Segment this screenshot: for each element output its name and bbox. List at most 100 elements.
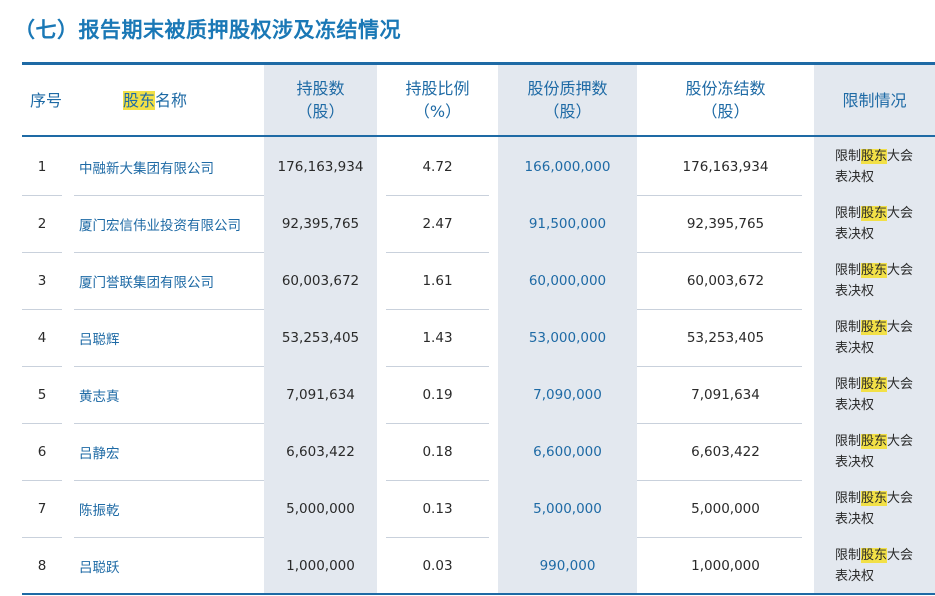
row-seq: 7 (37, 500, 47, 517)
header-ratio: 持股比例 （%） (405, 79, 470, 121)
header-shares: 持股数 （股） (296, 79, 345, 121)
highlighted-text: 股东 (861, 205, 888, 221)
table-bottom-rule (22, 593, 935, 595)
row-seq: 3 (37, 272, 47, 289)
row-divider (22, 195, 62, 196)
row-restrict: 限制股东大会 表决权 (835, 490, 914, 527)
highlighted-text: 股东 (861, 262, 888, 278)
row-divider (386, 195, 489, 196)
row-pledged: 7,090,000 (533, 386, 602, 403)
header-frozen: 股份冻结数 （股） (685, 79, 766, 121)
row-shares: 176,163,934 (277, 158, 364, 175)
row-divider (386, 480, 489, 481)
row-divider (637, 366, 802, 367)
row-ratio: 2.47 (422, 215, 453, 232)
row-restrict: 限制股东大会 表决权 (835, 547, 914, 584)
row-divider (386, 537, 489, 538)
row-seq: 6 (37, 443, 47, 460)
row-frozen: 92,395,765 (686, 215, 765, 232)
row-ratio: 0.19 (422, 386, 453, 403)
row-divider (74, 480, 264, 481)
row-seq: 8 (37, 557, 47, 574)
row-frozen: 6,603,422 (691, 443, 760, 460)
header-restrict: 限制情况 (842, 90, 907, 110)
row-frozen: 7,091,634 (691, 386, 760, 403)
row-holder-name: 黄志真 (79, 388, 120, 405)
row-seq: 1 (37, 158, 47, 175)
row-divider (74, 423, 264, 424)
row-divider (74, 537, 264, 538)
header-pledged: 股份质押数 （股） (527, 79, 608, 121)
row-ratio: 0.18 (422, 443, 453, 460)
pledge-freeze-table: 序号 股东名称 持股数 （股） 持股比例 （%） 股份质押数 （股） 股份冻结数… (22, 62, 935, 596)
row-frozen: 60,003,672 (686, 272, 765, 289)
row-holder-name: 吕聪跃 (79, 559, 120, 576)
highlighted-text: 股东 (861, 148, 888, 164)
row-divider (637, 423, 802, 424)
row-divider (637, 309, 802, 310)
row-holder-name: 厦门宏信伟业投资有限公司 (79, 217, 241, 234)
highlighted-text: 股东 (861, 376, 888, 392)
row-shares: 7,091,634 (286, 386, 355, 403)
header-holder-name: 股东名称 (123, 90, 188, 110)
row-divider (74, 252, 264, 253)
highlighted-text: 股东 (861, 490, 888, 506)
shares-column-shade (264, 65, 377, 594)
row-ratio: 0.13 (422, 500, 453, 517)
row-holder-name: 吕聪辉 (79, 331, 120, 348)
row-divider (22, 366, 62, 367)
row-divider (74, 366, 264, 367)
row-pledged: 166,000,000 (524, 158, 611, 175)
row-holder-name: 中融新大集团有限公司 (79, 160, 214, 177)
row-divider (386, 366, 489, 367)
highlighted-text: 股东 (861, 433, 888, 449)
row-shares: 53,253,405 (281, 329, 360, 346)
row-divider (386, 252, 489, 253)
row-divider (74, 309, 264, 310)
table-header-rule (22, 135, 935, 137)
highlighted-text: 股东 (123, 90, 156, 110)
row-divider (637, 195, 802, 196)
row-divider (22, 480, 62, 481)
row-divider (637, 537, 802, 538)
row-seq: 2 (37, 215, 47, 232)
row-restrict: 限制股东大会 表决权 (835, 262, 914, 299)
row-shares: 6,603,422 (286, 443, 355, 460)
row-divider (22, 537, 62, 538)
row-pledged: 91,500,000 (528, 215, 607, 232)
row-divider (386, 423, 489, 424)
row-frozen: 1,000,000 (691, 557, 760, 574)
row-seq: 5 (37, 386, 47, 403)
header-seq: 序号 (29, 90, 62, 110)
row-ratio: 1.43 (422, 329, 453, 346)
row-divider (637, 252, 802, 253)
row-pledged: 5,000,000 (533, 500, 602, 517)
row-holder-name: 吕静宏 (79, 445, 120, 462)
highlighted-text: 股东 (861, 319, 888, 335)
row-frozen: 176,163,934 (682, 158, 769, 175)
row-shares: 1,000,000 (286, 557, 355, 574)
row-ratio: 1.61 (422, 272, 453, 289)
row-pledged: 6,600,000 (533, 443, 602, 460)
row-frozen: 53,253,405 (686, 329, 765, 346)
row-shares: 92,395,765 (281, 215, 360, 232)
row-divider (22, 423, 62, 424)
row-frozen: 5,000,000 (691, 500, 760, 517)
row-restrict: 限制股东大会 表决权 (835, 376, 914, 413)
row-divider (637, 480, 802, 481)
row-restrict: 限制股东大会 表决权 (835, 433, 914, 470)
row-pledged: 990,000 (539, 557, 596, 574)
row-holder-name: 厦门誉联集团有限公司 (79, 274, 214, 291)
row-divider (22, 252, 62, 253)
row-divider (386, 309, 489, 310)
row-seq: 4 (37, 329, 47, 346)
row-ratio: 4.72 (422, 158, 453, 175)
row-shares: 5,000,000 (286, 500, 355, 517)
row-divider (22, 309, 62, 310)
row-holder-name: 陈振乾 (79, 502, 120, 519)
section-title: （七）报告期末被质押股权涉及冻结情况 (14, 18, 401, 42)
row-restrict: 限制股东大会 表决权 (835, 319, 914, 356)
row-ratio: 0.03 (422, 557, 453, 574)
highlighted-text: 股东 (861, 547, 888, 563)
row-pledged: 60,000,000 (528, 272, 607, 289)
